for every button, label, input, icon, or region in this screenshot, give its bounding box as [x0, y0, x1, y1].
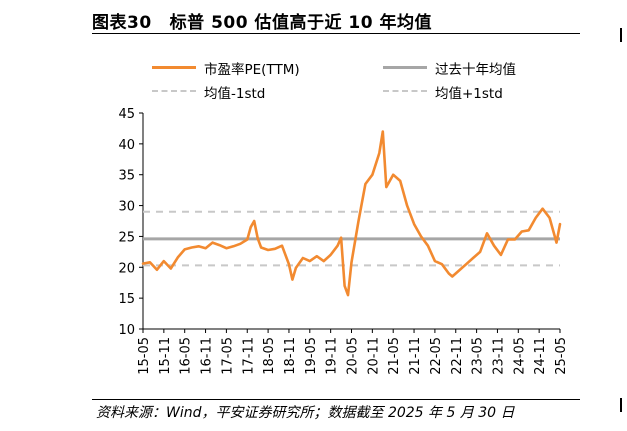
pe-series-line: [141, 130, 562, 297]
legend-label-plus-std: 均值+1std: [435, 86, 503, 102]
title-rule: [92, 33, 580, 34]
x-tick-label: 16-05: [179, 337, 194, 375]
x-tick-label: 24-05: [512, 337, 527, 375]
legend-swatch-pe: [152, 66, 196, 69]
y-tick-label: 35: [118, 169, 135, 184]
figure-title-text: 标普 500 估值高于近 10 年均值: [169, 13, 432, 33]
legend-label-minus-std: 均值-1std: [204, 86, 266, 102]
x-tick-label: 25-05: [554, 337, 569, 375]
figure-title: 图表30 标普 500 估值高于近 10 年均值: [92, 8, 432, 33]
x-tick-label: 21-05: [387, 337, 402, 375]
x-tick-label: 24-11: [533, 337, 548, 375]
x-tick-label: 18-05: [262, 337, 277, 375]
legend-swatch-mean: [383, 66, 427, 69]
legend-item-minus-std: 均值-1std: [152, 82, 352, 102]
x-tick-label: 23-05: [471, 337, 486, 375]
x-tick-label: 20-05: [346, 337, 361, 375]
x-tick-label: 19-11: [325, 337, 340, 375]
y-tick-label: 20: [118, 261, 135, 276]
x-tick-label: 17-05: [220, 337, 235, 375]
x-tick-label: 15-05: [137, 337, 152, 375]
y-tick-label: 45: [118, 107, 135, 122]
source-note: 资料来源：Wind，平安证券研究所；数据截至 2025 年 5 月 30 日: [96, 405, 515, 421]
x-tick-label: 20-11: [366, 337, 381, 375]
legend-item-mean: 过去十年均值: [383, 58, 583, 78]
y-tick-label: 25: [118, 230, 135, 245]
legend-label-mean: 过去十年均值: [435, 62, 516, 78]
adjacent-panel-edge-top: [620, 28, 622, 42]
legend-item-pe: 市盈率PE(TTM): [152, 58, 352, 78]
figure-number: 图表30: [92, 13, 152, 33]
y-tick-label: 10: [118, 323, 135, 338]
x-tick-label: 23-11: [491, 337, 506, 375]
legend-swatch-minus-std: [152, 90, 196, 92]
y-tick-label: 40: [118, 138, 135, 153]
x-tick-label: 21-11: [408, 337, 423, 375]
x-tick-label: 15-11: [158, 337, 173, 375]
x-tick-label: 18-11: [283, 337, 298, 375]
y-tick-label: 15: [118, 292, 135, 307]
y-tick-label: 30: [118, 200, 135, 215]
x-tick-label: 16-11: [200, 337, 215, 375]
x-tick-label: 22-05: [429, 337, 444, 375]
adjacent-panel-edge-bottom: [620, 398, 622, 412]
x-tick-label: 22-11: [450, 337, 465, 375]
source-rule: [92, 399, 580, 400]
legend-item-plus-std: 均值+1std: [383, 82, 583, 102]
x-tick-label: 17-11: [241, 337, 256, 375]
x-tick-label: 19-05: [304, 337, 319, 375]
legend-swatch-plus-std: [383, 90, 427, 92]
legend-label-pe: 市盈率PE(TTM): [204, 62, 300, 78]
